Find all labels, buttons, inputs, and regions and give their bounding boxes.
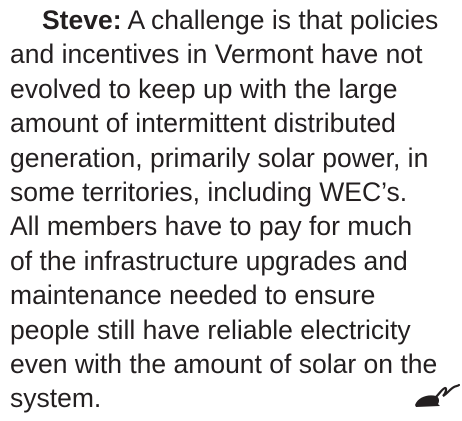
text-line: system. bbox=[10, 383, 102, 414]
end-mark-icon bbox=[415, 383, 460, 407]
speaker: Steve: bbox=[42, 5, 122, 35]
text-line: maintenance needed to ensure bbox=[10, 280, 376, 311]
text-line: generation, primarily solar power, in bbox=[10, 142, 429, 173]
text-line: Steve: A challenge is that policies bbox=[10, 3, 462, 37]
text-line: even with the amount of solar on the bbox=[10, 349, 438, 380]
text-line: evolved to keep up with the large bbox=[10, 73, 398, 104]
text-line: All members have to pay for much bbox=[10, 211, 413, 242]
text-line: some territories, including WEC’s. bbox=[10, 177, 408, 208]
text-line: people still have reliable electricity bbox=[10, 314, 411, 345]
text-line: and incentives in Vermont have not bbox=[10, 39, 423, 70]
line-text: A challenge is that policies bbox=[127, 5, 439, 35]
text-line: amount of intermittent distributed bbox=[10, 108, 396, 139]
paragraph: Steve: A challenge is that policies and … bbox=[10, 3, 462, 416]
text-line: of the infrastructure upgrades and bbox=[10, 245, 408, 276]
